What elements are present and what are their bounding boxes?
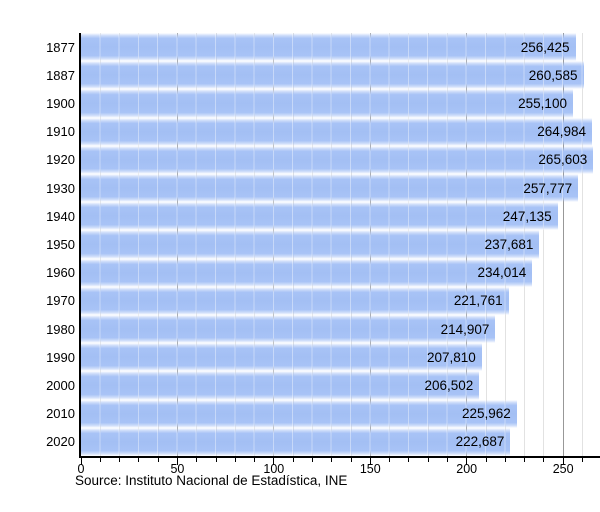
- y-axis-label-2010: 2010: [46, 406, 75, 422]
- y-axis-label-1960: 1960: [46, 265, 75, 281]
- y-axis-label-1887: 1887: [46, 67, 75, 83]
- y-axis-label-1877: 1877: [46, 39, 75, 55]
- bar-value-label: 206,502: [424, 377, 474, 393]
- bar-row-1990: 207,810: [81, 343, 600, 372]
- x-tick-240: [543, 458, 545, 462]
- bar-1930: 257,777: [81, 174, 579, 203]
- x-tick-50: [176, 458, 178, 465]
- bar-value-label: 234,014: [477, 265, 527, 281]
- bar-value-label: 257,777: [523, 180, 573, 196]
- bar-1970: 221,761: [81, 286, 509, 315]
- x-tick-60: [196, 458, 198, 462]
- x-tick-70: [215, 458, 217, 462]
- bar-value-label: 255,100: [518, 95, 567, 111]
- bar-value-label: 260,585: [528, 67, 578, 83]
- bar-1990: 207,810: [81, 343, 482, 372]
- x-tick-230: [524, 458, 526, 462]
- bar-value-label: 207,810: [426, 349, 476, 365]
- bar-value-label: 237,681: [484, 236, 534, 252]
- x-tick-40: [157, 458, 159, 462]
- y-axis-label-1990: 1990: [46, 349, 75, 365]
- x-tick-label-200: 200: [456, 462, 478, 476]
- bar-row-1887: 260,585: [81, 61, 600, 90]
- bar-row-1877: 256,425: [81, 33, 600, 62]
- x-tick-250: [562, 458, 564, 465]
- bar-value-label: 225,962: [461, 406, 511, 422]
- bar-row-1980: 214,907: [81, 315, 600, 344]
- y-axis-label-1980: 1980: [46, 321, 75, 337]
- x-tick-140: [350, 458, 352, 462]
- gridline-260: [581, 33, 583, 456]
- bar-value-label: 222,687: [455, 434, 505, 450]
- bar-value-label: 265,603: [538, 152, 588, 168]
- gridline-240: [543, 33, 545, 456]
- y-axis-label-1970: 1970: [46, 293, 75, 309]
- y-axis-label-2000: 2000: [46, 377, 75, 393]
- bar-1940: 247,135: [81, 202, 558, 231]
- x-tick-30: [138, 458, 140, 462]
- bar-row-1970: 221,761: [81, 286, 600, 315]
- y-axis-label-1940: 1940: [46, 208, 75, 224]
- x-tick-label-0: 0: [77, 462, 85, 476]
- x-tick-130: [331, 458, 333, 462]
- x-tick-260: [581, 458, 583, 462]
- x-tick-110: [292, 458, 294, 462]
- bar-1900: 255,100: [81, 89, 573, 118]
- x-tick-10: [99, 458, 101, 462]
- bar-value-label: 264,984: [537, 124, 587, 140]
- x-tick-180: [427, 458, 429, 462]
- x-tick-90: [254, 458, 256, 462]
- x-tick-label-250: 250: [552, 462, 574, 476]
- bar-2000: 206,502: [81, 371, 480, 400]
- bar-row-1930: 257,777: [81, 174, 600, 203]
- bar-1887: 260,585: [81, 61, 584, 90]
- bar-row-2000: 206,502: [81, 371, 600, 400]
- y-axis-label-1950: 1950: [46, 236, 75, 252]
- bar-row-1920: 265,603: [81, 145, 600, 174]
- x-tick-210: [485, 458, 487, 462]
- bar-row-1960: 234,014: [81, 258, 600, 287]
- bar-value-label: 221,761: [453, 293, 503, 309]
- bar-value-label: 256,425: [520, 39, 570, 55]
- bar-1877: 256,425: [81, 33, 576, 62]
- x-tick-170: [408, 458, 410, 462]
- bar-row-2020: 222,687: [81, 427, 600, 456]
- x-tick-160: [389, 458, 391, 462]
- x-tick-label-100: 100: [263, 462, 285, 476]
- y-axis-label-1930: 1930: [46, 180, 75, 196]
- bar-value-label: 247,135: [502, 208, 552, 224]
- x-tick-120: [311, 458, 313, 462]
- bar-row-1940: 247,135: [81, 202, 600, 231]
- bar-row-2010: 225,962: [81, 399, 600, 428]
- x-tick-0: [80, 458, 82, 465]
- bar-row-1910: 264,984: [81, 117, 600, 146]
- bar-2010: 225,962: [81, 399, 517, 428]
- x-tick-20: [119, 458, 121, 462]
- x-tick-150: [369, 458, 371, 465]
- bar-2020: 222,687: [81, 427, 511, 456]
- bar-value-label: 214,907: [440, 321, 490, 337]
- y-axis-label-1900: 1900: [46, 95, 75, 111]
- bar-1980: 214,907: [81, 315, 496, 344]
- bar-1910: 264,984: [81, 117, 593, 146]
- bar-1960: 234,014: [81, 258, 533, 287]
- population-bar-chart: 256,425 260,585 255,100 264,984 265,603 257,7…: [40, 16, 600, 496]
- x-tick-220: [504, 458, 506, 462]
- source-caption: Source: Instituto Nacional de Estadístic…: [75, 473, 348, 488]
- bar-1950: 237,681: [81, 230, 540, 259]
- bar-row-1900: 255,100: [81, 89, 600, 118]
- x-tick-label-50: 50: [170, 462, 185, 476]
- gridline-250: [562, 33, 564, 456]
- x-tick-80: [234, 458, 236, 462]
- y-axis-label-1920: 1920: [46, 152, 75, 168]
- x-tick-200: [466, 458, 468, 465]
- bar-row-1950: 237,681: [81, 230, 600, 259]
- x-tick-190: [446, 458, 448, 462]
- y-axis-label-2020: 2020: [46, 434, 75, 450]
- bar-1920: 265,603: [81, 145, 594, 174]
- y-axis-label-1910: 1910: [46, 124, 75, 140]
- x-tick-label-150: 150: [359, 462, 381, 476]
- x-tick-100: [273, 458, 275, 465]
